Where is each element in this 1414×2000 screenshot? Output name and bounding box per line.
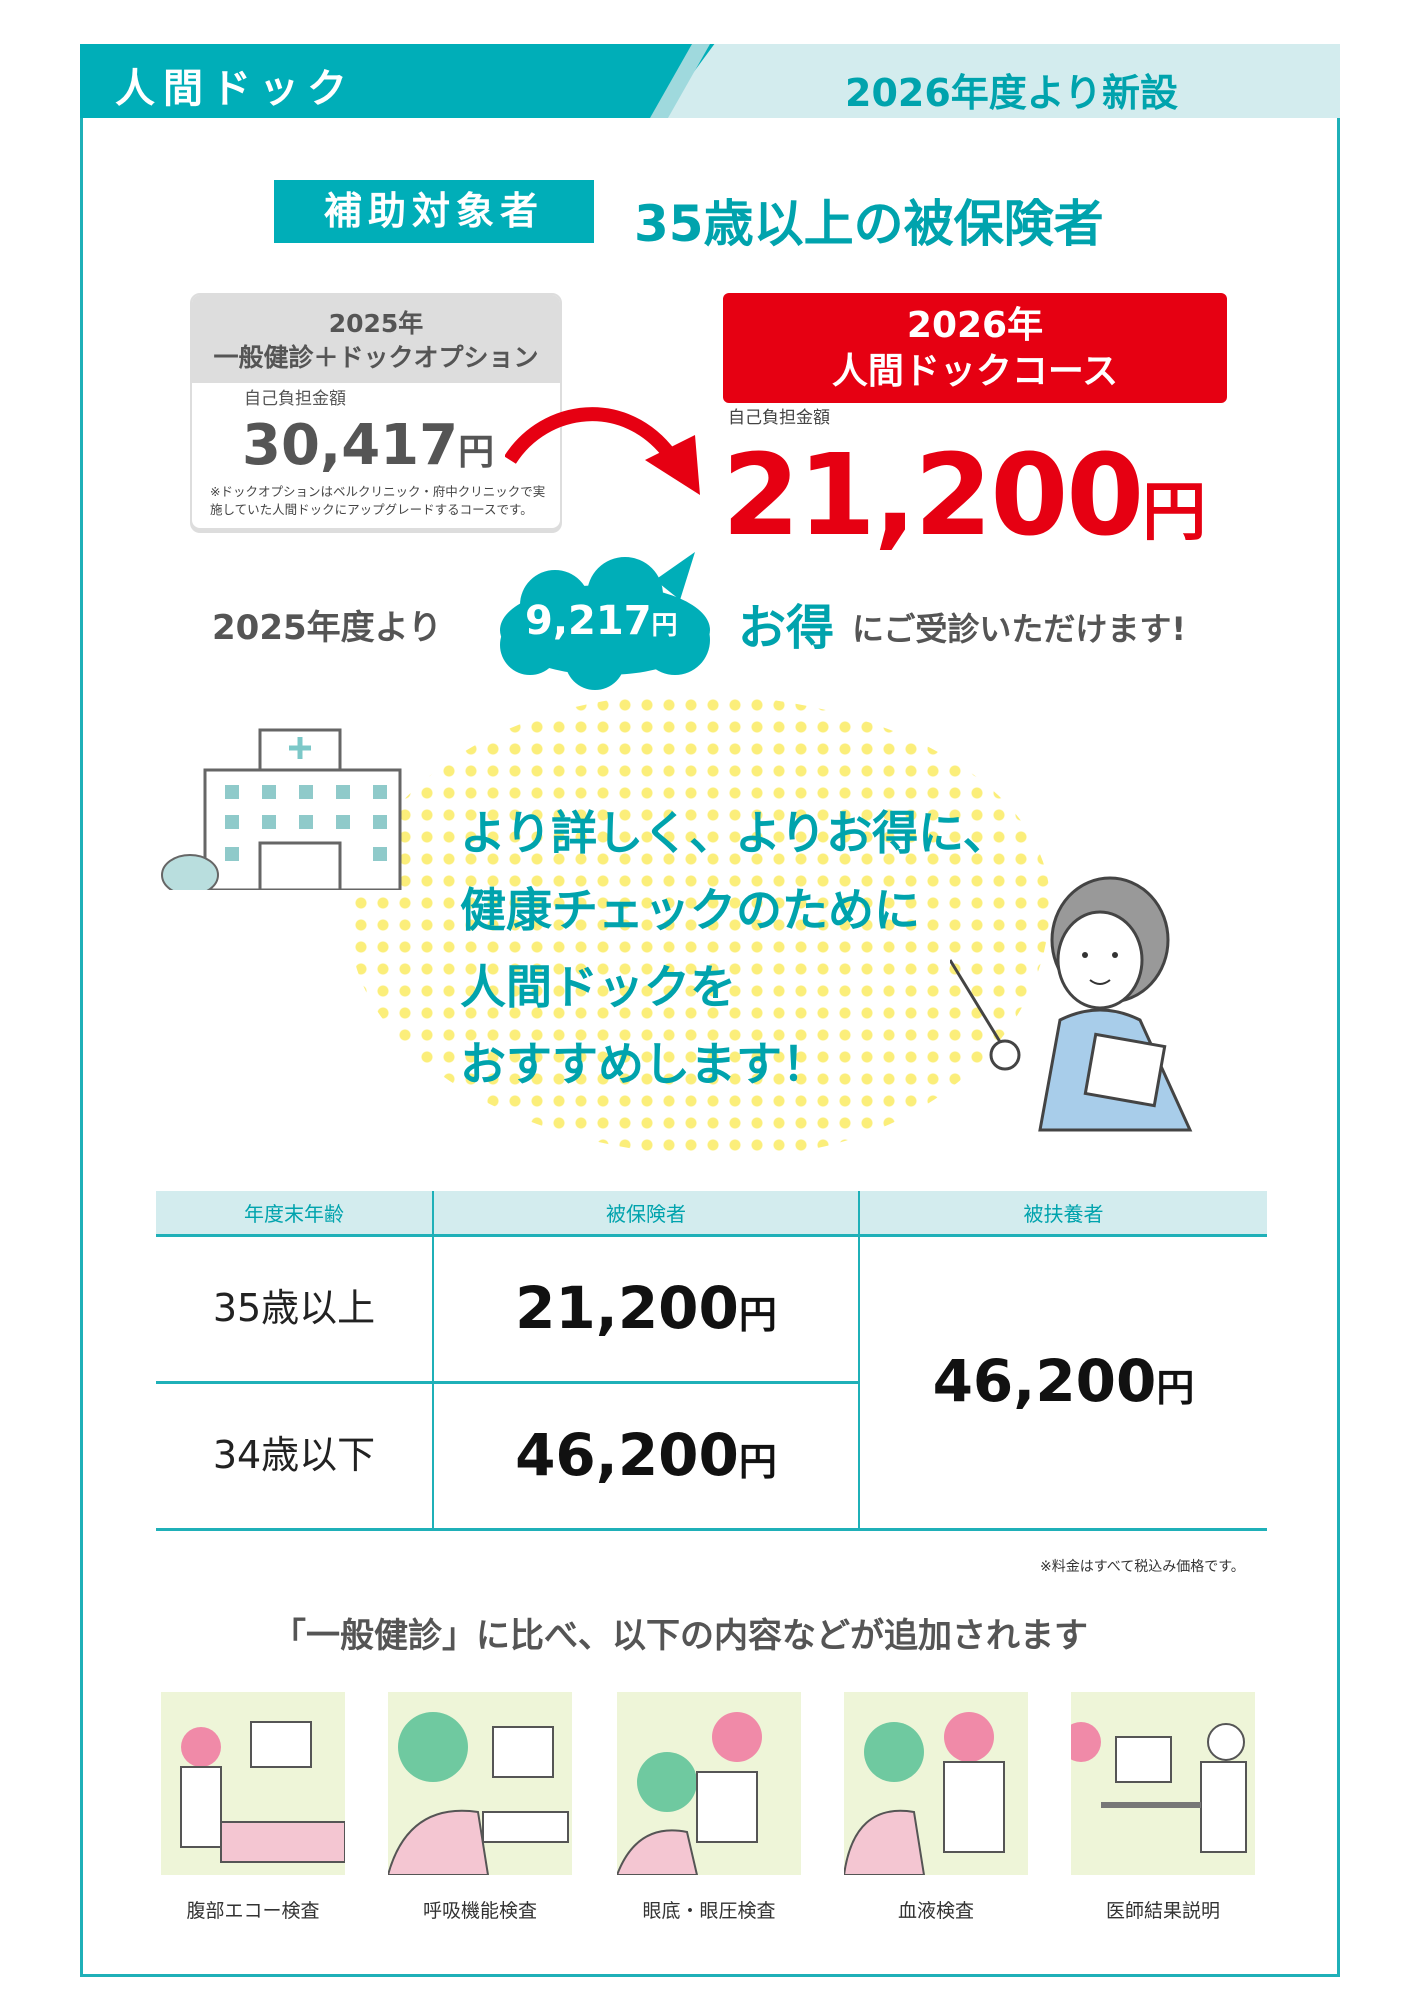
unit: 円 — [651, 611, 678, 641]
arrow-icon — [505, 407, 700, 495]
new-plan-name: 人間ドックコース — [831, 351, 1119, 392]
old-plan-year: 2025年 — [328, 309, 424, 338]
target-value: 35歳以上の被保険者 — [634, 195, 1104, 253]
exam-caption: 医師結果説明 — [1105, 1900, 1220, 1922]
old-amount: 30,417円 — [242, 417, 494, 482]
header-bar — [80, 44, 720, 118]
old-amount-value: 30,417 — [242, 413, 459, 478]
cloud-bubble-icon — [500, 552, 710, 690]
price: 21,200 — [515, 1273, 739, 1342]
new-plan-header: 2026年 人間ドックコース — [723, 293, 1227, 403]
age-cell: 35歳以上 — [156, 1235, 433, 1384]
savings-prefix: 2025年度より — [212, 608, 442, 648]
price-table: 年度末年齢 被保険者 被扶養者 35歳以上 21,200円 46,200円 34… — [156, 1191, 1267, 1531]
old-plan-name: 一般健診＋ドックオプション — [213, 343, 539, 372]
new-amount-label: 自己負担金額 — [728, 408, 830, 428]
message-line: おすすめします！ — [460, 1037, 828, 1091]
savings-amount: 9,217円 — [525, 598, 678, 644]
insured-price-cell: 46,200円 — [432, 1382, 859, 1531]
new-plan-year: 2026年 — [906, 305, 1044, 346]
old-plan-note: ※ドックオプションはベルクリニック・府中クリニックで実施していた人間ドックにアッ… — [210, 484, 546, 517]
new-amount: 21,200円 — [722, 438, 1206, 571]
unit: 円 — [1142, 476, 1206, 550]
target-label: 補助対象者 — [274, 180, 594, 243]
savings-suffix: にご受診いただけます! — [852, 610, 1186, 648]
doctor-illustration — [950, 876, 1193, 1132]
price: 46,200 — [932, 1347, 1157, 1416]
table-row: 35歳以上 21,200円 46,200円 — [156, 1235, 1267, 1531]
exam-caption: 腹部エコー検査 — [186, 1900, 320, 1922]
unit: 円 — [738, 1439, 777, 1484]
price: 46,200 — [515, 1420, 739, 1489]
savings-highlight: お得 — [738, 600, 835, 656]
message-line: 人間ドックを — [460, 960, 736, 1014]
col-header-age: 年度末年齢 — [156, 1191, 433, 1237]
table-row: 34歳以下 46,200円 — [156, 1382, 1267, 1531]
exam-illustration-doctor-explanation — [1071, 1692, 1255, 1875]
exam-caption: 血液検査 — [897, 1900, 974, 1922]
hospital-icon — [161, 728, 402, 890]
exam-illustration-ultrasound — [161, 1692, 345, 1875]
page-title: 人間ドック — [115, 66, 355, 112]
header-bar-right — [660, 44, 1340, 118]
exam-illustration-respiratory — [388, 1692, 572, 1875]
unit: 円 — [1156, 1366, 1195, 1411]
old-plan-header: 2025年 一般健診＋ドックオプション — [192, 295, 560, 383]
old-amount-label: 自己負担金額 — [244, 389, 346, 409]
exam-caption: 呼吸機能検査 — [422, 1900, 537, 1922]
col-header-dependent: 被扶養者 — [858, 1191, 1267, 1237]
dotted-background — [350, 694, 1050, 1157]
recommendation-message: より詳しく、よりお得に、 健康チェックのために 人間ドックを おすすめします！ — [460, 795, 1009, 1103]
savings-value: 9,217 — [525, 598, 652, 644]
unit: 円 — [738, 1292, 777, 1337]
insured-price-cell: 21,200円 — [432, 1235, 859, 1384]
unit: 円 — [458, 432, 495, 473]
col-header-insured: 被保険者 — [432, 1191, 859, 1237]
new-amount-value: 21,200 — [722, 431, 1144, 561]
message-line: 健康チェックのために — [460, 883, 920, 937]
exam-illustration-blood — [844, 1692, 1028, 1875]
compare-heading: 「一般健診」に比べ、以下の内容などが追加されます — [272, 1616, 1088, 1656]
age-cell: 34歳以下 — [156, 1382, 433, 1531]
exam-caption: 眼底・眼圧検査 — [642, 1900, 776, 1922]
message-line: より詳しく、よりお得に、 — [460, 806, 1009, 860]
exam-illustration-eye — [617, 1692, 801, 1875]
header-subtitle: 2026年度より新設 — [845, 71, 1179, 115]
tax-note: ※料金はすべて税込み価格です。 — [1040, 1559, 1245, 1575]
old-plan-card: 2025年 一般健診＋ドックオプション 自己負担金額 30,417円 ※ドックオ… — [190, 293, 562, 530]
dependent-price-cell: 46,200円 — [858, 1235, 1267, 1531]
